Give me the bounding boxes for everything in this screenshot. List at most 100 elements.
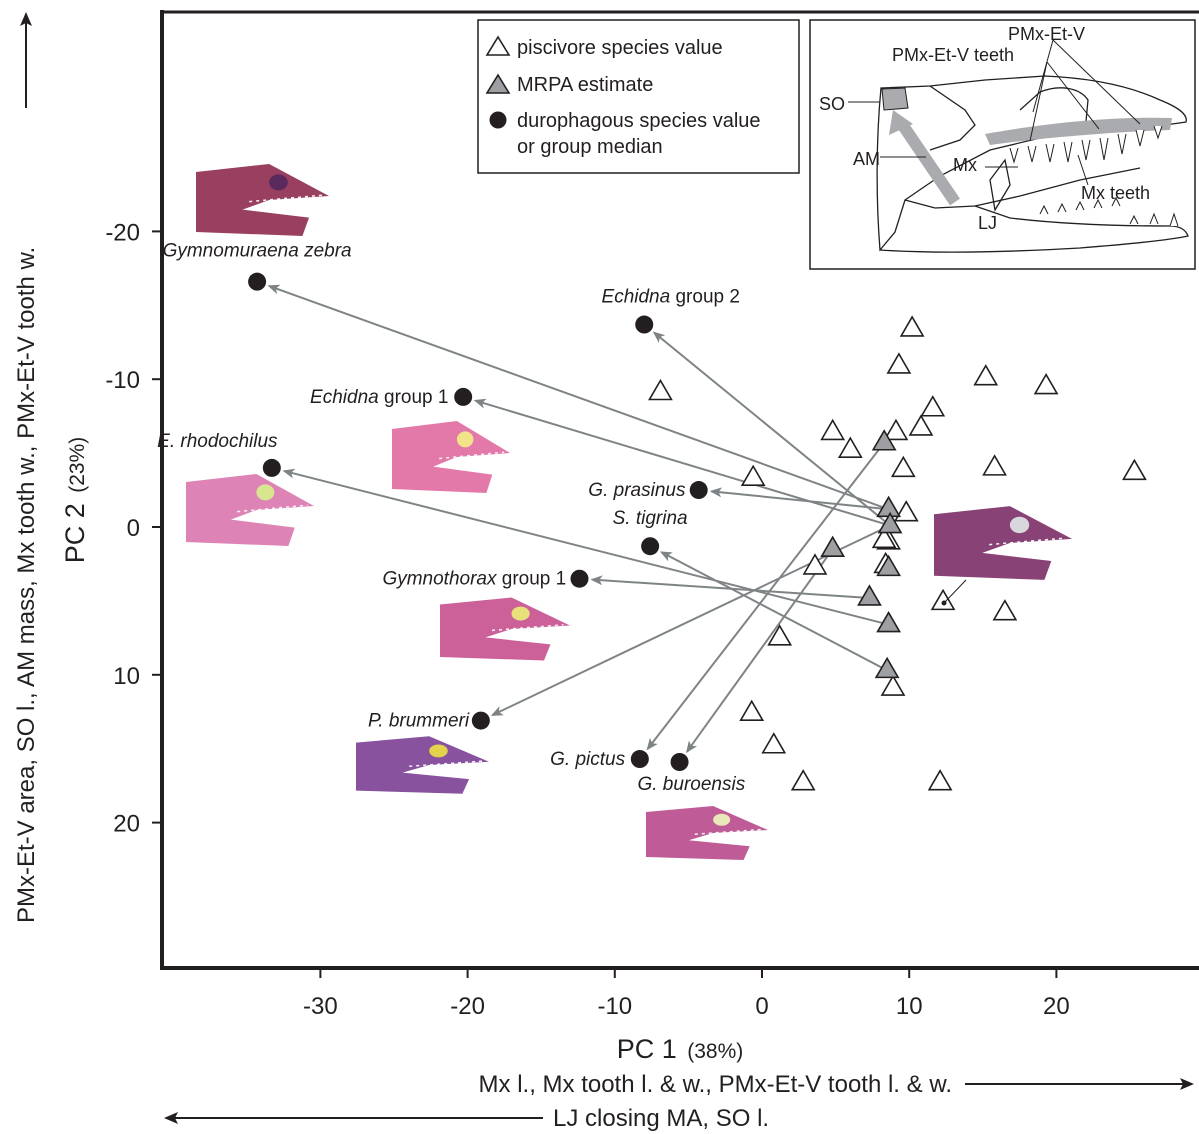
head-shape xyxy=(186,474,314,546)
head-shape xyxy=(392,421,510,493)
estimate-arrow xyxy=(592,580,869,598)
species-label: Echidna group 1 xyxy=(310,387,448,408)
y-tick-label: 20 xyxy=(113,811,140,838)
piscivore-point xyxy=(882,676,904,695)
species-label: Gymnothorax group 1 xyxy=(382,569,566,590)
legend-label-durophagous-1: durophagous species value xyxy=(517,110,761,132)
diagram-label-lj: LJ xyxy=(978,213,997,233)
species-label: S. tigrina xyxy=(613,508,688,529)
diagram-label-mx-teeth: Mx teeth xyxy=(1081,183,1150,203)
piscivore-point xyxy=(1123,460,1145,479)
legend-label-mrpa: MRPA estimate xyxy=(517,74,653,96)
x-tick-label: 0 xyxy=(755,993,768,1020)
piscivore-point xyxy=(994,601,1016,620)
estimate-arrow xyxy=(662,552,887,670)
piscivore-point xyxy=(975,366,997,385)
head-shape xyxy=(440,598,570,661)
eel-head-image xyxy=(356,736,489,794)
x-axis-label: PC 1 xyxy=(617,1034,677,1064)
x-tick-label: -20 xyxy=(450,993,485,1020)
species-label: G. pictus xyxy=(550,749,625,770)
eel-head-image xyxy=(440,598,570,661)
piscivore-point xyxy=(839,438,861,457)
legend-label-durophagous-2: or group median xyxy=(517,136,663,158)
piscivore-point xyxy=(742,466,764,485)
skull-diagram-inset: SO AM Mx LJ PMx-Et-V PMx-Et-V teeth Mx t… xyxy=(810,20,1195,269)
x-axis-ticks: -30 -20 -10 0 10 20 xyxy=(303,968,1070,1020)
mrpa-point xyxy=(822,537,844,556)
piscivore-point xyxy=(984,456,1006,475)
y-tick-label: 0 xyxy=(127,515,140,542)
piscivore-point xyxy=(1035,375,1057,394)
head-shape xyxy=(934,506,1072,580)
y-tick-label: -20 xyxy=(105,219,140,246)
diagram-label-pmx-et-v-teeth: PMx-Et-V teeth xyxy=(892,45,1014,65)
x-positive-direction: Mx l., Mx tooth l. & w., PMx-Et-V tooth … xyxy=(479,1071,952,1098)
head-eye xyxy=(511,607,529,621)
species-label: G. buroensis xyxy=(637,774,745,795)
eel-head-image xyxy=(186,474,314,546)
x-axis-variance: (38%) xyxy=(687,1040,743,1063)
species-label: E. rhodochilus xyxy=(157,431,278,452)
x-tick-label: -10 xyxy=(597,993,632,1020)
estimate-arrow xyxy=(284,471,888,624)
y-axis-variance: (23%) xyxy=(66,437,89,493)
durophagous-point xyxy=(263,459,281,477)
y-positive-direction: PMx-Et-V area, SO l., AM mass, Mx tooth … xyxy=(13,247,40,923)
piscivore-point xyxy=(822,420,844,439)
eel-head-image xyxy=(646,806,768,860)
durophagous-series: Gymnomuraena zebra Echidna group 2 Echidna… xyxy=(157,241,746,796)
y-tick-label: 10 xyxy=(113,663,140,690)
piscivore-point xyxy=(888,354,910,373)
head-eye xyxy=(256,484,274,500)
durophagous-point xyxy=(570,570,588,588)
species-label: Gymnomuraena zebra xyxy=(163,241,352,262)
piscivore-series xyxy=(649,317,1145,790)
x-tick-label: 10 xyxy=(896,993,923,1020)
head-shape xyxy=(196,164,329,236)
diagram-label-so: SO xyxy=(819,94,845,114)
durophagous-point xyxy=(641,537,659,555)
x-tick-label: 20 xyxy=(1043,993,1070,1020)
head-eye xyxy=(429,745,448,758)
y-axis-label: PC 2 xyxy=(60,503,90,563)
piscivore-point xyxy=(932,590,954,609)
legend-label-piscivore: piscivore species value xyxy=(517,37,723,59)
species-label: P. brummeri xyxy=(368,711,470,732)
diagram-label-pmx-et-v: PMx-Et-V xyxy=(1008,24,1085,44)
mrpa-point xyxy=(876,658,898,677)
piscivore-point xyxy=(769,626,791,645)
head-shape xyxy=(356,736,489,794)
y-tick-label: -10 xyxy=(105,367,140,394)
arrow-series xyxy=(269,286,890,751)
durophagous-point xyxy=(671,753,689,771)
eel-head-image xyxy=(196,164,329,236)
head-eye xyxy=(1010,517,1029,533)
head-eye xyxy=(713,814,730,826)
image-pointer xyxy=(944,580,966,603)
head-eye xyxy=(457,431,474,447)
estimate-arrow xyxy=(476,401,890,526)
head-eye xyxy=(269,174,288,190)
legend-black-circle xyxy=(490,112,507,129)
piscivore-point xyxy=(649,381,671,400)
mrpa-point xyxy=(858,586,880,605)
piscivore-point xyxy=(763,734,785,753)
so-shade xyxy=(882,88,908,110)
piscivore-point xyxy=(792,771,814,790)
durophagous-point xyxy=(472,712,490,730)
x-axis-title: PC 1 (38%) xyxy=(617,1034,744,1064)
durophagous-point xyxy=(454,388,472,406)
piscivore-point xyxy=(895,502,917,521)
piscivore-point xyxy=(929,771,951,790)
durophagous-point xyxy=(248,273,266,291)
x-tick-label: -30 xyxy=(303,993,338,1020)
eel-head-image xyxy=(392,421,510,493)
species-label: Echidna group 2 xyxy=(602,286,740,307)
y-axis-ticks: -20 -10 0 10 20 xyxy=(105,219,162,837)
legend: piscivore species value MRPA estimate du… xyxy=(478,20,799,173)
durophagous-point xyxy=(690,481,708,499)
diagram-label-mx: Mx xyxy=(953,155,977,175)
piscivore-point xyxy=(741,701,763,720)
